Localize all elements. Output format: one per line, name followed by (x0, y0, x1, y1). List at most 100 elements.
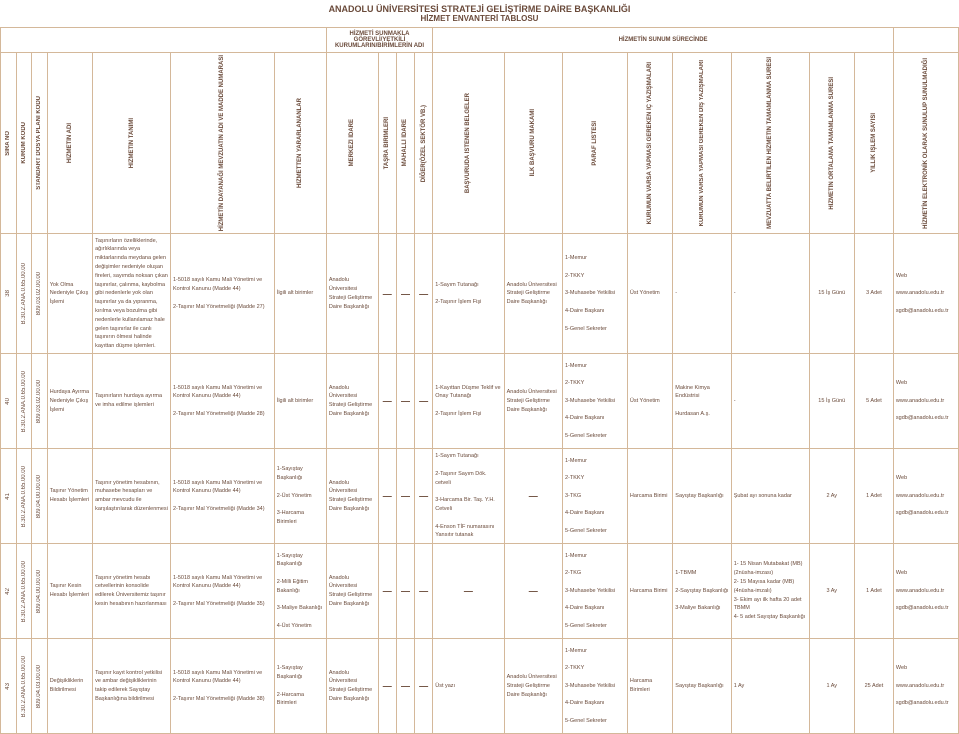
table-row: 43B.30.2.ANA.0.65.00.00809.04.03.00.00De… (1, 639, 959, 734)
column-header: KURUM KODU (16, 53, 32, 234)
table-cell: Webwww.anadolu.edu.trsgdb@anadolu.edu.tr (893, 354, 958, 449)
table-cell: - (673, 234, 731, 354)
table-cell: Webwww.anadolu.edu.trsgdb@anadolu.edu.tr (893, 639, 958, 734)
table-cell: 1 Ay (809, 639, 854, 734)
table-cell: — (396, 234, 414, 354)
table-cell: Yok Olma Nedeniyle Çıkış İşlemi (47, 234, 92, 354)
table-cell: — (504, 544, 562, 639)
table-cell: 15 İş Günü (809, 354, 854, 449)
table-cell: 42 (1, 544, 17, 639)
table-cell: 3 Ay (809, 544, 854, 639)
table-row: 40B.30.2.ANA.0.65.00.00809.03.02.00.00Hu… (1, 354, 959, 449)
table-cell: 1-Memur2-TKKY3-Muhasebe Yetkilisi4-Daire… (562, 639, 627, 734)
table-cell: — (396, 354, 414, 449)
table-cell: — (433, 544, 504, 639)
column-header: HİZMETİN DAYANAĞI MEVZUATIN ADI VE MADDE… (170, 53, 274, 234)
table-cell: Harcama Birimi (627, 544, 672, 639)
table-cell: — (415, 354, 433, 449)
table-cell: 1-Sayım Tutanağı2-Taşınır İşlem Fişi (433, 234, 504, 354)
table-cell: Anadolu Üniversitesi Strateji Geliştirme… (504, 354, 562, 449)
table-cell: 1 Adet (854, 544, 893, 639)
table-cell: 1-5018 sayılı Kamu Mali Yönetimi ve Kont… (170, 354, 274, 449)
table-cell: Taşınır yönetim hesabı cetvellerinin kon… (93, 544, 171, 639)
column-header: HİZMETİN TANIMI (93, 53, 171, 234)
table-cell: 809.04.00.00.00 (32, 449, 48, 544)
inventory-table: HİZMETİ SUNMAKLA GÖREVLİ/YETKİLİ KURUMLA… (0, 27, 959, 734)
column-header: TAŞRA BİRİMLERİ (378, 53, 396, 234)
table-cell: 1-5018 sayılı Kamu Mali Yönetimi ve Kont… (170, 544, 274, 639)
table-cell: — (378, 449, 396, 544)
table-cell: B.30.2.ANA.0.65.00.00 (16, 639, 32, 734)
column-header: SIRA NO (1, 53, 17, 234)
table-cell: 1-Kayıttan Düşme Teklif ve Onay Tutanağı… (433, 354, 504, 449)
table-row: 41B.30.2.ANA.0.65.00.00809.04.00.00.00Ta… (1, 449, 959, 544)
column-header: YILLIK İŞLEM SAYISI (854, 53, 893, 234)
column-header: STANDART DOSYA PLANI KODU (32, 53, 48, 234)
column-header: DİĞER(ÖZEL SEKTÖR VB.) (415, 53, 433, 234)
column-header: KURUMUN VARSA YAPMASI GEREKEN DIŞ YAZIŞM… (673, 53, 731, 234)
column-header: MERKEZİ İDARE (326, 53, 378, 234)
table-cell: Şubat ayı sonuna kadar (731, 449, 809, 544)
column-header: MEVZUATTA BELİRTİLEN HİZMETİN TAMAMLANMA… (731, 53, 809, 234)
table-cell: İlgili alt birimler (274, 234, 326, 354)
table-cell: Değişikliklerin Bildirilmesi (47, 639, 92, 734)
table-cell: 1-Sayıştay Başkanlığı2-Üst Yönetim3-Harc… (274, 449, 326, 544)
table-cell: Sayıştay Başkanlığı (673, 449, 731, 544)
table-cell: Anadolu Üniversitesi Strateji Geliştirme… (504, 234, 562, 354)
table-cell: 40 (1, 354, 17, 449)
table-cell: 15 İş Günü (809, 234, 854, 354)
table-cell: B.30.2.ANA.0.65.00.00 (16, 544, 32, 639)
column-header: HİZMETTEN YARARLANANLAR (274, 53, 326, 234)
table-cell: Anadolu Üniversitesi Strateji Geliştirme… (326, 449, 378, 544)
table-cell: Webwww.anadolu.edu.trsgdb@anadolu.edu.tr (893, 449, 958, 544)
table-cell: 1-5018 sayılı Kamu Mali Yönetimi ve Kont… (170, 234, 274, 354)
table-cell: 1-Memur2-TKKY3-Muhasebe Yetkilisi4-Daire… (562, 354, 627, 449)
table-cell: 1-TBMM2-Sayıştay Başkanlığı3-Maliye Baka… (673, 544, 731, 639)
page-subtitle: HİZMET ENVANTERİ TABLOSU (0, 14, 959, 27)
table-cell: B.30.2.ANA.0.65.00.00 (16, 234, 32, 354)
table-cell: Taşınırların özelliklerinde, ağırlıkları… (93, 234, 171, 354)
table-cell: 1 Ay (731, 639, 809, 734)
table-cell: — (396, 544, 414, 639)
column-header: HİZMETİN ORTALAMA TAMAMLANMA SÜRESİ (809, 53, 854, 234)
column-header: HİZMETİN ELEKTRONİK OLARAK SUNULUP SUNUL… (893, 53, 958, 234)
table-cell: — (378, 234, 396, 354)
table-row: 38B.30.2.ANA.0.65.00.00809.03.02.00.00Yo… (1, 234, 959, 354)
table-cell: Taşınır Yönetim Hesabı İşlemleri (47, 449, 92, 544)
table-cell: Webwww.anadolu.edu.trsgdb@anadolu.edu.tr (893, 544, 958, 639)
table-cell: İlgili alt birimler (274, 354, 326, 449)
table-cell: Anadolu Üniversitesi Strateji Geliştirme… (326, 544, 378, 639)
group-header-row: HİZMETİ SUNMAKLA GÖREVLİ/YETKİLİ KURUMLA… (1, 28, 959, 53)
table-cell: Taşınır Kesin Hesabı İşlemleri (47, 544, 92, 639)
table-cell: — (415, 544, 433, 639)
table-cell: Üst yazı (433, 639, 504, 734)
column-header: BAŞVURUDA İSTENEN BELGELER (433, 53, 504, 234)
table-cell: 1-Sayıştay Başkanlığı2-Milli Eğitim Baka… (274, 544, 326, 639)
table-cell: 809.04.03.00.00 (32, 639, 48, 734)
table-cell: — (415, 639, 433, 734)
table-cell: 809.03.02.00.00 (32, 354, 48, 449)
table-cell: 1-Sayıştay Başkanlığı2-Harcama Birimleri (274, 639, 326, 734)
table-cell: 809.03.02.00.00 (32, 234, 48, 354)
table-cell: — (378, 544, 396, 639)
table-cell: B.30.2.ANA.0.65.00.00 (16, 354, 32, 449)
table-cell: Anadolu Üniversitesi Strateji Geliştirme… (504, 639, 562, 734)
table-cell: — (378, 639, 396, 734)
table-cell: Anadolu Üniversitesi Strateji Geliştirme… (326, 354, 378, 449)
table-cell: 1-Sayım Tutanağı2-Taşınır Sayım Dök. cet… (433, 449, 504, 544)
table-cell: 1-Memur2-TKG3-Muhasebe Yetkilisi4-Daire … (562, 544, 627, 639)
table-cell: 1-5018 sayılı Kamu Mali Yönetimi ve Kont… (170, 449, 274, 544)
table-cell: 1-Memur2-TKKY3-TKG4-Daire Başkanı5-Genel… (562, 449, 627, 544)
table-cell: 5 Adet (854, 354, 893, 449)
table-cell: Sayıştay Başkanlığı (673, 639, 731, 734)
table-cell: 1-5018 sayılı Kamu Mali Yönetimi ve Kont… (170, 639, 274, 734)
table-cell: Anadolu Üniversitesi Strateji Geliştirme… (326, 639, 378, 734)
group-header-1: HİZMETİ SUNMAKLA GÖREVLİ/YETKİLİ KURUMLA… (326, 28, 432, 53)
column-header: MAHALLİ İDARE (396, 53, 414, 234)
column-header-row: SIRA NOKURUM KODUSTANDART DOSYA PLANI KO… (1, 53, 959, 234)
table-cell: 3 Adet (854, 234, 893, 354)
table-cell: — (396, 639, 414, 734)
column-header: İLK BAŞVURU MAKAMI (504, 53, 562, 234)
table-cell: Taşınır yönetim hesabının, muhasebe hesa… (93, 449, 171, 544)
table-cell: 1- 15 Nisan Mutabakat (MB) (2nüsha-imzas… (731, 544, 809, 639)
